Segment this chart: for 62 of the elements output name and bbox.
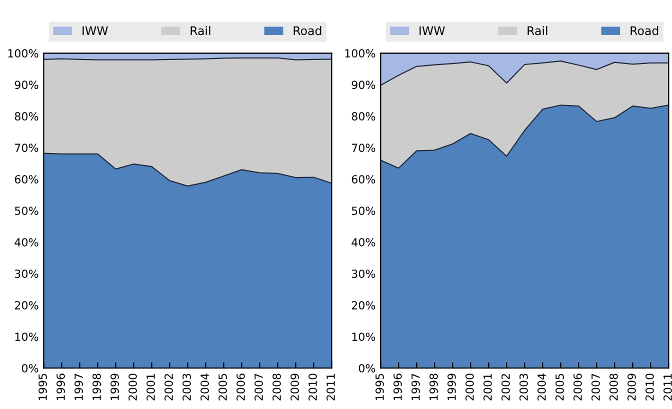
x-tick-label: 2008 <box>272 374 281 400</box>
y-tick-label: 0% <box>358 364 376 372</box>
x-tick-label: 2006 <box>573 374 582 400</box>
y-tick-label: 30% <box>14 270 38 278</box>
x-tick-label: 2008 <box>609 374 618 400</box>
x-tick-label: 2002 <box>501 374 510 400</box>
x-tick-label: 1998 <box>429 374 438 400</box>
x-tick-label: 2005 <box>555 374 564 400</box>
y-tick-label: 40% <box>14 238 38 247</box>
y-tick-label: 70% <box>15 144 38 152</box>
x-tick-label: 1996 <box>56 374 65 400</box>
x-tick-label: 2001 <box>146 374 155 400</box>
y-tick-label: 70% <box>352 144 376 152</box>
x-tick-label: 2007 <box>254 374 263 400</box>
x-tick-label: 2002 <box>164 374 173 400</box>
x-tick-label: 1995 <box>38 374 47 400</box>
x-tick-label: 1997 <box>74 374 83 400</box>
x-tick-label: 2004 <box>200 374 209 400</box>
series-label: IWW <box>420 26 445 35</box>
x-tick-label: 1999 <box>110 374 119 400</box>
x-tick-label: 1998 <box>92 374 101 400</box>
x-tick-label: 1996 <box>393 374 402 400</box>
legend-label: Rail <box>190 26 210 36</box>
x-tick-label: 2003 <box>519 374 528 400</box>
y-tick-label: 60% <box>14 175 38 184</box>
x-tick-label: 2000 <box>128 374 137 400</box>
y-tick-label: 90% <box>14 80 38 90</box>
x-tick-label: 2010 <box>645 374 654 400</box>
x-tick-label: 1995 <box>375 374 384 400</box>
y-tick-label: 0% <box>22 364 38 372</box>
y-tick-label: 60% <box>352 175 376 184</box>
legend-label: IWW <box>82 26 108 35</box>
x-tick-label: 2011 <box>326 374 335 400</box>
x-tick-label: 2006 <box>236 374 245 400</box>
y-tick-label: 30% <box>352 270 376 278</box>
y-tick-label: 50% <box>14 206 38 216</box>
y-tick-label: 80% <box>14 112 38 121</box>
x-tick-label: 2001 <box>483 374 492 400</box>
legend-label: Rail <box>528 26 548 36</box>
y-tick-label: 20% <box>352 301 376 310</box>
x-tick-label: 2007 <box>591 374 600 400</box>
y-tick-label: 20% <box>14 301 38 310</box>
x-tick-label: 2009 <box>290 374 299 400</box>
y-tick-label: 10% <box>15 332 38 341</box>
x-tick-label: 2004 <box>537 374 546 400</box>
y-tick-label: 40% <box>352 238 376 247</box>
y-tick-label: 100% <box>345 49 376 58</box>
legend-label: Road <box>294 26 322 36</box>
y-tick-label: 10% <box>352 332 376 341</box>
x-tick-label: 2009 <box>627 374 636 400</box>
x-tick-label: 1997 <box>411 374 420 400</box>
x-tick-label: 1999 <box>447 374 456 400</box>
legend-label: Road <box>630 26 658 36</box>
x-tick-label: 2005 <box>218 374 227 400</box>
y-tick-label: 80% <box>352 112 376 121</box>
x-tick-label: 2000 <box>465 374 474 400</box>
x-tick-label: 2011 <box>663 374 672 400</box>
y-tick-label: 90% <box>352 80 376 90</box>
y-tick-label: 100% <box>8 49 38 58</box>
x-tick-label: 2010 <box>308 374 317 400</box>
y-tick-label: 50% <box>352 206 376 216</box>
x-tick-label: 2003 <box>182 374 191 400</box>
